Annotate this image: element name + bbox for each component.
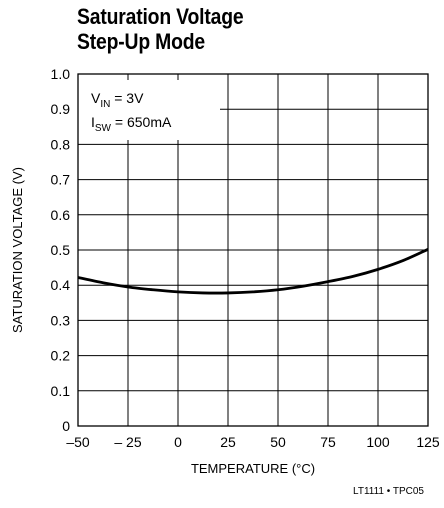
- y-tick-label: 0.1: [51, 383, 71, 399]
- x-tick-label: 125: [416, 434, 440, 450]
- figure-code: LT1111 • TPC05: [353, 486, 424, 497]
- annotation-isw: ISW = 650mA: [91, 114, 172, 134]
- annotation-vin: VIN = 3V: [91, 90, 144, 110]
- y-tick-label: 0.8: [51, 136, 71, 152]
- curve-layer: [77, 248, 429, 295]
- y-axis-label: SATURATION VOLTAGE (V): [10, 167, 25, 333]
- grid-layer: [78, 74, 428, 426]
- annotation-vin-main: V: [91, 90, 101, 106]
- chart-title: Saturation Voltage Step-Up Mode: [77, 4, 244, 54]
- annotation-isw-sub: SW: [95, 123, 112, 134]
- y-tick-label: 1.0: [51, 66, 71, 82]
- y-tick-label: 0.7: [51, 172, 71, 188]
- series-line: [77, 248, 429, 295]
- tick-layer: –50 – 25 0 25 50 75 100 125 0 0.1 0.2 0.3 0.4 0.5 0.6 0…: [51, 66, 440, 450]
- plot-frame: [77, 73, 429, 427]
- y-tick-label: 0.5: [51, 242, 71, 258]
- y-tick-label: 0.3: [51, 312, 71, 328]
- x-tick-label: 75: [320, 434, 336, 450]
- annotation-isw-main: I: [91, 114, 95, 130]
- chart-title-line-2: Step-Up Mode: [77, 29, 206, 54]
- x-axis-label: TEMPERATURE (°C): [191, 461, 315, 476]
- y-tick-label: 0.4: [51, 277, 71, 293]
- annotation-vin-sub: IN: [100, 99, 110, 110]
- y-tick-label: 0: [62, 418, 70, 434]
- x-tick-label: –50: [66, 434, 90, 450]
- x-tick-label: 50: [270, 434, 286, 450]
- y-tick-label: 0.2: [51, 348, 71, 364]
- x-tick-label: 0: [174, 434, 182, 450]
- y-tick-label: 0.9: [51, 101, 71, 117]
- y-tick-label: 0.6: [51, 207, 71, 223]
- x-tick-label: – 25: [114, 434, 141, 450]
- annotation-background: [78, 80, 220, 140]
- chart-title-line-1: Saturation Voltage: [77, 4, 244, 29]
- annotation-vin-rest: = 3V: [110, 90, 144, 106]
- x-tick-label: 100: [366, 434, 390, 450]
- annotation-isw-rest: = 650mA: [111, 114, 172, 130]
- x-tick-label: 25: [220, 434, 236, 450]
